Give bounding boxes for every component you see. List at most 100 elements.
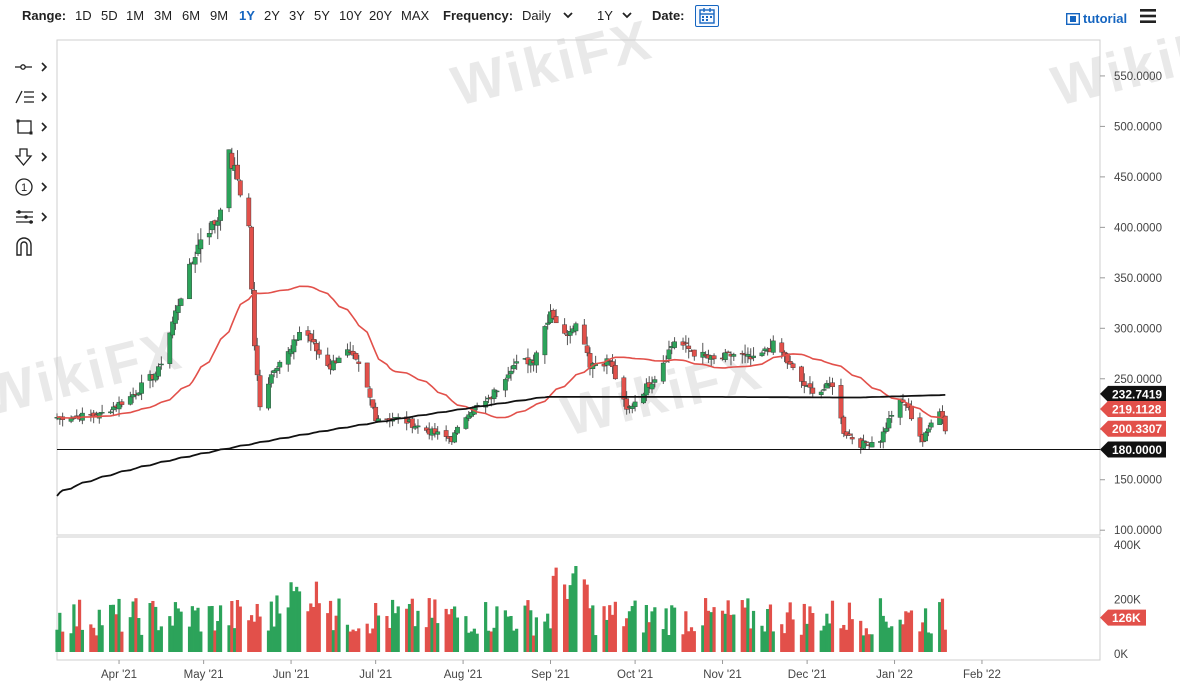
volume-bar <box>523 605 527 652</box>
volume-bar <box>926 632 930 652</box>
candle-body <box>666 349 672 360</box>
range-20y-button[interactable]: 20Y <box>369 8 393 23</box>
frequency-select[interactable]: Daily <box>522 8 551 23</box>
volume-bar <box>811 613 815 652</box>
arrow-down-icon <box>14 148 33 167</box>
range-10y-button[interactable]: 10Y <box>339 8 363 23</box>
volume-bar <box>503 610 507 652</box>
volume-bar <box>489 631 493 652</box>
volume-bar <box>427 598 431 652</box>
volume-bar <box>630 606 634 652</box>
candle-body <box>187 263 192 300</box>
candle-body <box>277 361 283 368</box>
tool-trend-lines[interactable] <box>14 86 54 108</box>
candle-body <box>195 244 201 255</box>
range-3m-button[interactable]: 3M <box>154 8 173 23</box>
volume-bar <box>571 573 575 652</box>
frequency-chevron-down-icon[interactable] <box>562 9 574 21</box>
tool-shapes[interactable] <box>14 116 54 138</box>
volume-bar <box>252 621 256 652</box>
range-5d-button[interactable]: 5D <box>101 8 118 23</box>
candle-body <box>745 354 751 357</box>
candle-body <box>353 353 359 360</box>
period-chevron-down-icon[interactable] <box>621 9 633 21</box>
calendar-icon <box>699 8 715 24</box>
volume-tick-label: 200K <box>1114 595 1141 607</box>
candle-body <box>562 324 568 334</box>
tool-magnet[interactable] <box>14 236 54 258</box>
candle-body <box>463 417 469 429</box>
tool-annotation[interactable]: 1 <box>14 176 54 198</box>
volume-bar <box>475 633 479 652</box>
period-select[interactable]: 1Y <box>597 8 613 23</box>
volume-bar <box>819 630 823 652</box>
volume-bar <box>453 606 457 652</box>
candle-body <box>192 257 198 265</box>
volume-bar <box>436 623 440 652</box>
volume-bar <box>266 630 271 652</box>
candle-body <box>367 388 373 398</box>
range-1m-button[interactable]: 1M <box>126 8 145 23</box>
range-max-button[interactable]: MAX <box>401 8 430 23</box>
candle-body <box>325 354 331 366</box>
volume-bar <box>405 608 409 652</box>
volume-bar <box>681 634 685 652</box>
volume-bar <box>506 616 510 652</box>
volume-bar <box>258 616 262 652</box>
candle-body <box>841 416 847 434</box>
range-3y-button[interactable]: 3Y <box>289 8 305 23</box>
volume-bar <box>768 604 773 652</box>
candle-body <box>285 351 291 365</box>
candle-body <box>649 383 655 390</box>
volume-bar <box>77 599 82 652</box>
volume-bar <box>168 616 172 652</box>
volume-bar <box>641 632 646 652</box>
volume-bar <box>672 607 677 652</box>
candle-body <box>314 342 319 352</box>
candle-body <box>254 345 260 376</box>
volume-bar <box>111 604 115 652</box>
range-9m-button[interactable]: 9M <box>210 8 229 23</box>
hamburger-menu-icon[interactable] <box>1140 9 1156 23</box>
tool-fibonacci[interactable] <box>14 206 54 228</box>
volume-bar <box>546 613 550 652</box>
volume-bar <box>385 616 389 652</box>
x-tick-label: Apr '21 <box>101 669 137 681</box>
volume-bar <box>884 621 888 652</box>
candle-body <box>584 345 590 353</box>
volume-bar <box>337 598 341 652</box>
volume-bar <box>706 610 711 652</box>
candle-body <box>514 361 520 364</box>
x-tick-label: Dec '21 <box>788 669 827 681</box>
range-6m-button[interactable]: 6M <box>182 8 201 23</box>
volume-bar <box>692 631 696 652</box>
volume-bar <box>328 600 333 652</box>
candle-body <box>297 332 302 341</box>
range-5y-button[interactable]: 5Y <box>314 8 330 23</box>
candle-body <box>632 401 638 407</box>
candle-body <box>167 332 173 364</box>
volume-bar <box>484 602 488 652</box>
tool-crosshair[interactable] <box>14 56 54 78</box>
candle-body <box>759 352 765 357</box>
candle-body <box>550 310 556 319</box>
volume-bar <box>808 606 812 652</box>
tool-arrow-down[interactable] <box>14 146 54 168</box>
volume-bar <box>455 617 460 652</box>
candle-body <box>790 363 796 368</box>
tutorial-link[interactable]: tutorial <box>1083 11 1128 26</box>
candle-body <box>629 405 635 409</box>
range-1d-button[interactable]: 1D <box>75 8 92 23</box>
candle-body <box>573 323 579 332</box>
date-picker-button[interactable] <box>695 5 719 27</box>
range-2y-button[interactable]: 2Y <box>264 8 280 23</box>
horizontal-line-price-tag <box>1100 441 1166 458</box>
candle-body <box>799 366 804 382</box>
volume-bar <box>309 603 313 652</box>
range-1y-button[interactable]: 1Y <box>239 8 255 23</box>
candle-body <box>209 221 215 231</box>
volume-bar <box>943 629 947 652</box>
ma-long-price-label: 232.7419 <box>1112 387 1162 401</box>
candle-body <box>610 361 615 368</box>
